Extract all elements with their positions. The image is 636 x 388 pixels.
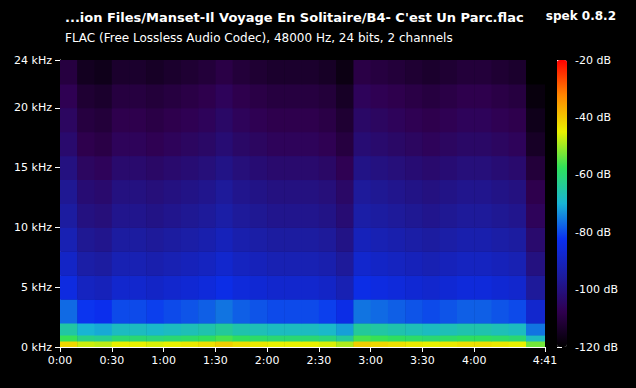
svg-text:3:00: 3:00 [358,354,383,367]
svg-text:5 kHz: 5 kHz [21,281,52,294]
svg-text:2:00: 2:00 [255,354,280,367]
svg-text:-120 dB: -120 dB [575,341,618,354]
svg-text:FLAC (Free Lossless Audio Code: FLAC (Free Lossless Audio Codec), 48000 … [65,31,453,45]
svg-text:2:30: 2:30 [307,354,332,367]
svg-text:spek 0.8.2: spek 0.8.2 [546,9,616,23]
svg-text:4:00: 4:00 [462,354,487,367]
svg-text:24 kHz: 24 kHz [14,54,52,67]
svg-text:-60 dB: -60 dB [575,168,611,181]
svg-text:10 kHz: 10 kHz [14,221,52,234]
svg-text:-80 dB: -80 dB [575,226,611,239]
svg-text:-40 dB: -40 dB [575,111,611,124]
svg-text:4:41: 4:41 [533,354,558,367]
svg-text:0 kHz: 0 kHz [21,341,52,354]
svg-text:1:30: 1:30 [203,354,228,367]
svg-text:-100 dB: -100 dB [575,283,618,296]
svg-text:0:30: 0:30 [99,354,124,367]
svg-text:...ion Files/Manset-Il Voyage: ...ion Files/Manset-Il Voyage En Solitai… [65,10,524,25]
svg-text:3:30: 3:30 [410,354,435,367]
svg-text:20 kHz: 20 kHz [14,101,52,114]
svg-text:1:00: 1:00 [151,354,176,367]
svg-text:0:00: 0:00 [48,354,73,367]
svg-text:15 kHz: 15 kHz [14,161,52,174]
svg-text:-20 dB: -20 dB [575,54,611,67]
